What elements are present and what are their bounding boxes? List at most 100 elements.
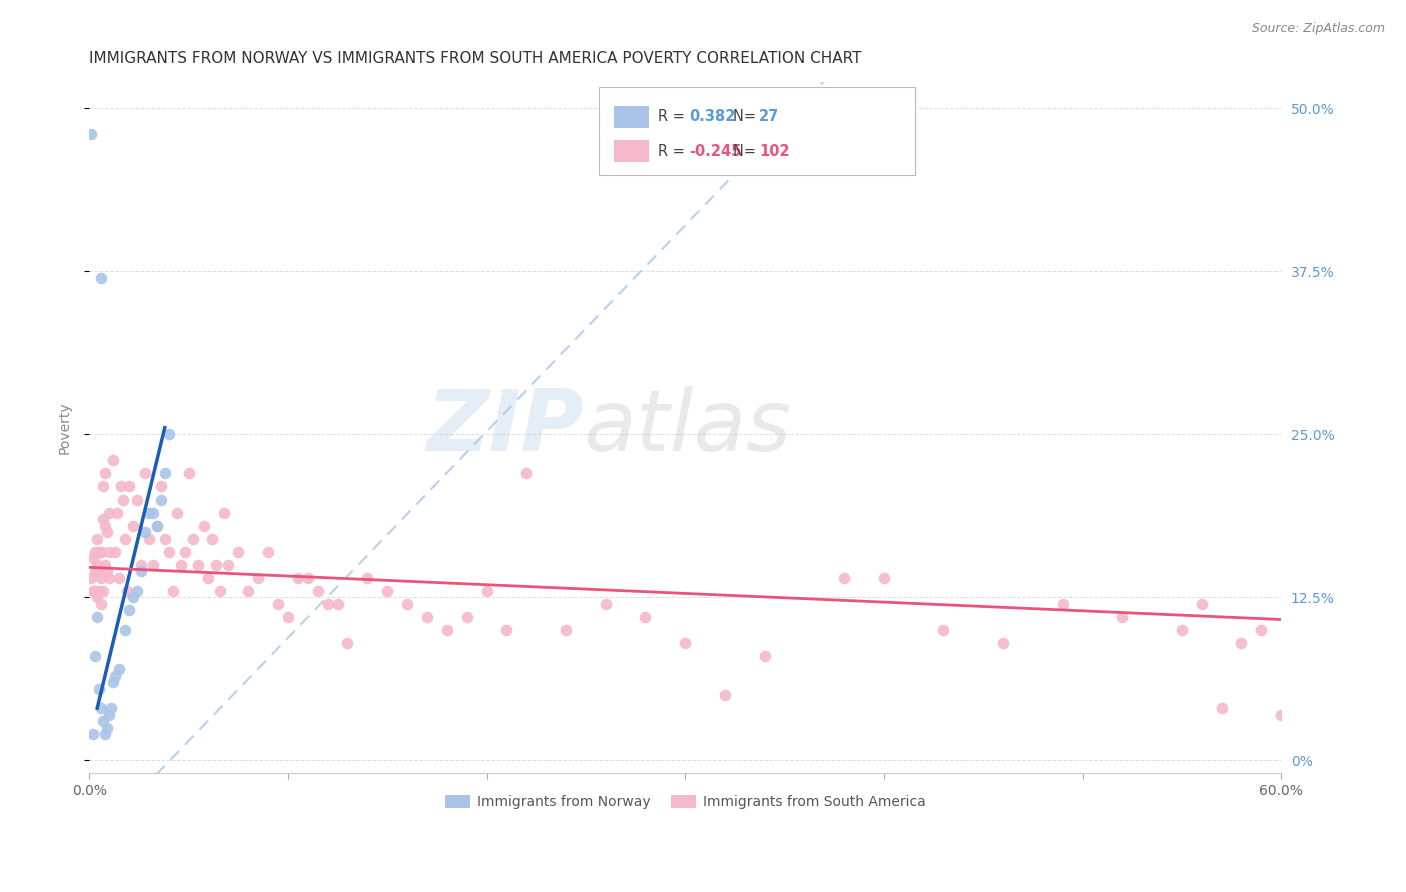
Point xyxy=(114,532,136,546)
Text: 0.382: 0.382 xyxy=(689,109,735,124)
Point xyxy=(118,603,141,617)
Text: 102: 102 xyxy=(759,144,790,159)
Text: N=: N= xyxy=(733,144,761,159)
Text: R =: R = xyxy=(658,144,689,159)
Point xyxy=(94,467,117,481)
Point xyxy=(932,623,955,637)
Point xyxy=(873,571,896,585)
Point xyxy=(515,467,537,481)
Point xyxy=(82,583,104,598)
Point xyxy=(134,467,156,481)
Point xyxy=(111,492,134,507)
Point xyxy=(89,564,111,578)
Point xyxy=(226,544,249,558)
Text: ZIP: ZIP xyxy=(426,386,583,469)
Point xyxy=(89,583,111,598)
Point xyxy=(1250,623,1272,637)
Point xyxy=(356,571,378,585)
Point xyxy=(86,591,108,605)
Point xyxy=(1270,707,1292,722)
Point xyxy=(98,506,121,520)
Point xyxy=(142,558,165,572)
Point xyxy=(287,571,309,585)
Point xyxy=(125,492,148,507)
Point xyxy=(84,648,107,663)
Point xyxy=(104,544,127,558)
Point xyxy=(80,128,103,142)
Point xyxy=(181,532,204,546)
Legend: Immigrants from Norway, Immigrants from South America: Immigrants from Norway, Immigrants from … xyxy=(439,789,931,815)
Point xyxy=(138,532,160,546)
Point xyxy=(94,518,117,533)
Point xyxy=(307,583,329,598)
Point xyxy=(201,532,224,546)
Text: atlas: atlas xyxy=(583,386,792,469)
Point xyxy=(115,583,138,598)
Point xyxy=(82,727,104,741)
Point xyxy=(146,518,169,533)
Point xyxy=(277,610,299,624)
Point xyxy=(375,583,398,598)
Point xyxy=(86,558,108,572)
Point xyxy=(84,544,107,558)
Point xyxy=(197,571,219,585)
Point xyxy=(98,707,121,722)
Point xyxy=(336,636,359,650)
Point xyxy=(96,564,118,578)
Point xyxy=(104,668,127,682)
Point xyxy=(84,564,107,578)
Point xyxy=(326,597,349,611)
Point xyxy=(214,506,236,520)
Point xyxy=(142,506,165,520)
Point xyxy=(205,558,228,572)
Point xyxy=(1211,701,1233,715)
Point xyxy=(90,270,112,285)
Point xyxy=(98,544,121,558)
Point xyxy=(247,571,270,585)
Point xyxy=(153,467,176,481)
Point xyxy=(96,721,118,735)
Point xyxy=(138,506,160,520)
Point xyxy=(84,583,107,598)
Point xyxy=(157,427,180,442)
Point xyxy=(90,571,112,585)
FancyBboxPatch shape xyxy=(613,105,650,128)
Point xyxy=(238,583,260,598)
Point xyxy=(89,681,111,696)
Point xyxy=(82,551,104,566)
Point xyxy=(714,688,737,702)
Point xyxy=(267,597,290,611)
Point xyxy=(595,597,617,611)
Point xyxy=(91,583,114,598)
Point xyxy=(108,571,131,585)
Point xyxy=(122,591,145,605)
Point xyxy=(89,544,111,558)
Point xyxy=(108,662,131,676)
Point xyxy=(153,532,176,546)
Point xyxy=(257,544,280,558)
Point xyxy=(475,583,498,598)
Point xyxy=(146,518,169,533)
Point xyxy=(129,558,152,572)
Point xyxy=(1111,610,1133,624)
Point xyxy=(456,610,478,624)
Point xyxy=(90,597,112,611)
Point xyxy=(991,636,1014,650)
Point xyxy=(1052,597,1074,611)
Point xyxy=(416,610,439,624)
Point xyxy=(177,467,200,481)
Text: IMMIGRANTS FROM NORWAY VS IMMIGRANTS FROM SOUTH AMERICA POVERTY CORRELATION CHAR: IMMIGRANTS FROM NORWAY VS IMMIGRANTS FRO… xyxy=(89,51,862,66)
Point xyxy=(173,544,195,558)
Point xyxy=(832,571,855,585)
Text: N=: N= xyxy=(733,109,761,124)
Point xyxy=(90,544,112,558)
Point xyxy=(1171,623,1194,637)
Point xyxy=(90,701,112,715)
Point xyxy=(129,564,152,578)
Point xyxy=(396,597,419,611)
Point xyxy=(118,479,141,493)
Point xyxy=(673,636,696,650)
Point xyxy=(217,558,239,572)
Point xyxy=(80,571,103,585)
Point xyxy=(1191,597,1213,611)
